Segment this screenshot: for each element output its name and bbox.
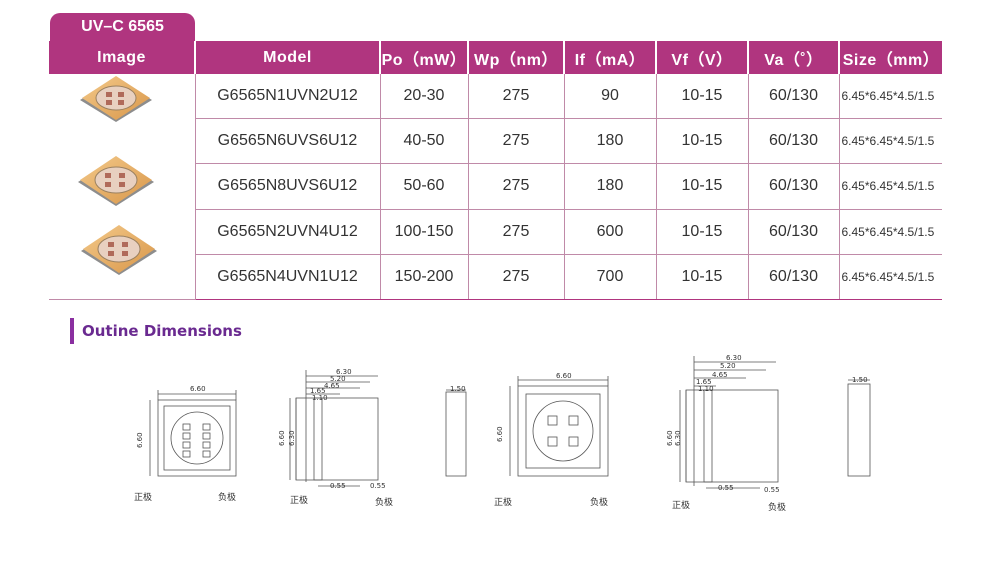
cell-po: 150-200 [379, 254, 468, 301]
dim-465-2: 4.65 [712, 371, 728, 379]
cell-wp: 275 [467, 118, 564, 165]
dim-055-1b: 0.55 [370, 482, 386, 490]
cell-va: 60/130 [747, 254, 839, 301]
dim-630-side-2: 6.30 [674, 430, 682, 446]
cell-if: 600 [563, 209, 656, 255]
table-row: G6565N6UVS6U12 40-50 275 180 10-15 60/13… [49, 118, 942, 165]
cell-vf: 10-15 [655, 163, 748, 210]
dim-630-side-1: 6.30 [288, 430, 296, 446]
anode-label-3: 正极 [494, 496, 512, 508]
table-row: G6565N1UVN2U12 20-30 275 90 10-15 60/130… [49, 74, 942, 300]
cell-va: 60/130 [747, 74, 839, 120]
cell-po: 40-50 [379, 118, 468, 165]
dim-150-1: 1.50 [450, 385, 466, 393]
cell-model: G6565N6UVS6U12 [194, 118, 380, 165]
dim-165-2: 1.65 [696, 378, 712, 386]
header-size: Size（mm） [838, 41, 942, 74]
dim-165-1: 1.65 [310, 387, 326, 395]
header-model: Model [194, 41, 380, 74]
cell-model: G6565N4UVN1U12 [194, 254, 380, 301]
dim-630-2: 6.30 [726, 354, 742, 362]
anode-label-1: 正极 [134, 491, 152, 503]
dim-110-2: 1.10 [698, 385, 714, 393]
dim-660-side-1: 6.60 [278, 430, 286, 446]
dim-110-1: 1.10 [312, 394, 328, 402]
dim-630-1: 6.30 [336, 368, 352, 376]
cell-wp: 275 [467, 254, 564, 301]
cell-va: 60/130 [747, 163, 839, 210]
cell-size: 6.45*6.45*4.5/1.5 [838, 163, 942, 210]
cell-vf: 10-15 [655, 74, 748, 120]
dim-width-1: 6.60 [190, 385, 206, 393]
cell-vf: 10-15 [655, 254, 748, 301]
cell-model: G6565N1UVN2U12 [194, 74, 380, 120]
cell-if: 700 [563, 254, 656, 301]
product-tab: UV–C 6565 [50, 13, 195, 41]
dim-055-1a: 0.55 [330, 482, 346, 490]
dim-width-2: 6.60 [556, 372, 572, 380]
cell-size: 6.45*6.45*4.5/1.5 [838, 209, 942, 255]
cathode-label-4: 负极 [768, 501, 786, 513]
cell-po: 50-60 [379, 163, 468, 210]
cell-wp: 275 [467, 209, 564, 255]
top-view-8chip [149, 390, 237, 477]
cell-if: 180 [563, 118, 656, 165]
cell-if: 180 [563, 163, 656, 210]
cell-model: G6565N8UVS6U12 [194, 163, 380, 210]
dim-520-2: 5.20 [720, 362, 736, 370]
top-view-4chip [509, 376, 609, 477]
cell-va: 60/130 [747, 209, 839, 255]
cathode-label-2: 负极 [375, 496, 393, 508]
cell-vf: 10-15 [655, 118, 748, 165]
header-vf: Vf（V） [655, 41, 748, 74]
section-title: Outine Dimensions [70, 318, 242, 344]
cell-po: 100-150 [379, 209, 468, 255]
anode-label-2: 正极 [290, 494, 308, 506]
dim-465-1: 4.65 [324, 382, 340, 390]
dim-055-2b: 0.55 [764, 486, 780, 494]
dim-150-2: 1.50 [852, 376, 868, 384]
table-row: G6565N4UVN1U12 150-200 275 700 10-15 60/… [49, 254, 942, 301]
dim-height-1: 6.60 [136, 432, 144, 448]
dim-660-side-2: 6.60 [666, 430, 674, 446]
cell-po: 20-30 [379, 74, 468, 120]
anode-label-4: 正极 [672, 499, 690, 511]
cell-size: 6.45*6.45*4.5/1.5 [838, 254, 942, 301]
side-view-1 [289, 370, 379, 487]
dim-height-2: 6.60 [496, 426, 504, 442]
led-package-2 [78, 156, 154, 206]
cell-wp: 275 [467, 163, 564, 210]
led-package-1 [80, 76, 152, 122]
outline-dimension-drawings: 6.60 6.60 6.30 5.20 4.65 1.65 1.10 6.60 … [134, 354, 871, 513]
table-row: G6565N2UVN4U12 100-150 275 600 10-15 60/… [49, 209, 942, 255]
cathode-label-1: 负极 [218, 491, 236, 503]
product-images [49, 74, 195, 300]
header-va: Va（˚） [747, 41, 839, 74]
dim-055-2a: 0.55 [718, 484, 734, 492]
header-if: If（mA） [563, 41, 656, 74]
dim-520-1: 5.20 [330, 375, 346, 383]
cell-size: 6.45*6.45*4.5/1.5 [838, 74, 942, 120]
side-view-thin-2 [847, 379, 871, 477]
cell-size: 6.45*6.45*4.5/1.5 [838, 118, 942, 165]
side-view-thin-1 [445, 389, 467, 477]
cathode-label-3: 负极 [590, 496, 608, 508]
led-package-images [78, 76, 157, 275]
cell-wp: 275 [467, 74, 564, 120]
led-package-3 [81, 225, 157, 275]
cell-model: G6565N2UVN4U12 [194, 209, 380, 255]
spec-table: Image Model Po（mW） Wp（nm） If（mA） Vf（V） V… [49, 41, 942, 301]
side-view-2 [679, 356, 779, 489]
cell-if: 90 [563, 74, 656, 120]
header-image: Image [49, 41, 195, 74]
header-po: Po（mW） [379, 41, 468, 74]
table-header: Image Model Po（mW） Wp（nm） If（mA） Vf（V） V… [49, 41, 942, 74]
cell-vf: 10-15 [655, 209, 748, 255]
cell-va: 60/130 [747, 118, 839, 165]
table-row: G6565N8UVS6U12 50-60 275 180 10-15 60/13… [49, 163, 942, 210]
header-wp: Wp（nm） [467, 41, 564, 74]
